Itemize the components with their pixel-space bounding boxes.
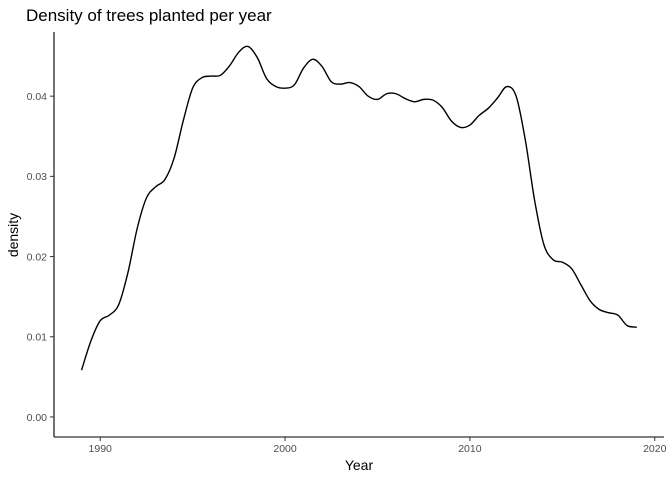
y-axis-label: density: [5, 213, 21, 257]
plot-area: 1990 2000 2010 2020 0.00 0.01 0.02 0.03 0.04: [27, 32, 667, 455]
x-tick-label: 1990: [89, 443, 113, 455]
y-tick-label: 0.01: [27, 332, 48, 344]
y-tick-label: 0.04: [27, 91, 48, 103]
x-axis-label: Year: [345, 457, 374, 473]
x-tick-label: 2010: [458, 443, 482, 455]
chart-title: Density of trees planted per year: [26, 6, 272, 25]
y-tick-label: 0.00: [27, 412, 48, 424]
x-tick-label: 2000: [273, 443, 297, 455]
y-tick-label: 0.02: [27, 251, 48, 263]
x-tick-label: 2020: [643, 443, 667, 455]
y-tick-label: 0.03: [27, 171, 48, 183]
density-line: [81, 45, 637, 371]
